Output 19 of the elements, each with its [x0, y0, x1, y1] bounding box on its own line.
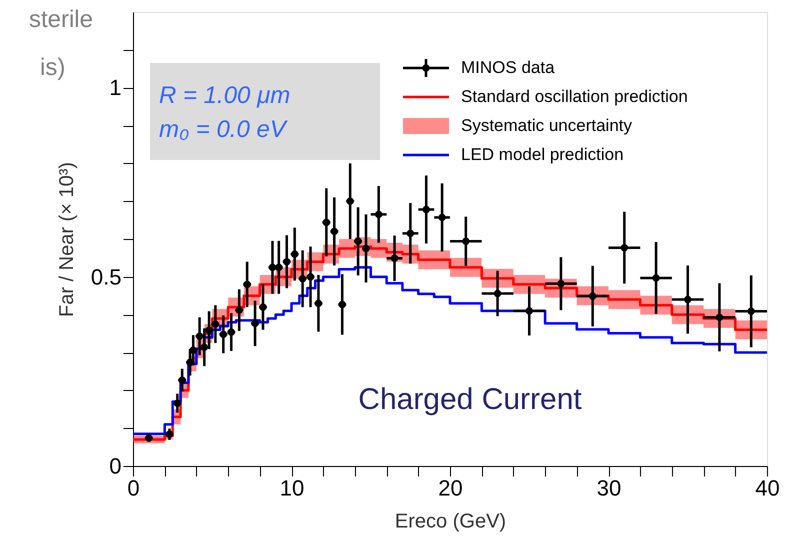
y-axis-title: Far / Near (× 10³)	[56, 162, 78, 318]
y-tick-label: 0.5	[90, 264, 122, 290]
legend-label: MINOS data	[461, 58, 556, 77]
text: is)	[40, 54, 66, 81]
x-tick-label: 30	[596, 476, 622, 500]
annotation: m₀ = 0.0 eV	[159, 116, 288, 143]
x-tick-label: 0	[127, 476, 140, 500]
x-tick-label: 40	[755, 476, 780, 500]
x-axis-title: Ereco (GeV)	[394, 510, 506, 532]
annotation: Charged Current	[358, 383, 582, 416]
x-tick-label: 20	[438, 476, 463, 500]
annotation: R = 1.00 μm	[159, 82, 290, 109]
y-tick-label: 1	[109, 75, 122, 100]
x-tick-label: 10	[280, 476, 304, 500]
annotation: Systematic uncertainty	[461, 116, 633, 135]
y-tick-label: 0	[109, 454, 122, 478]
legend-label: LED model prediction	[461, 145, 624, 164]
legend-label: Standard oscillation prediction	[461, 87, 688, 106]
text: sterile	[28, 6, 93, 33]
